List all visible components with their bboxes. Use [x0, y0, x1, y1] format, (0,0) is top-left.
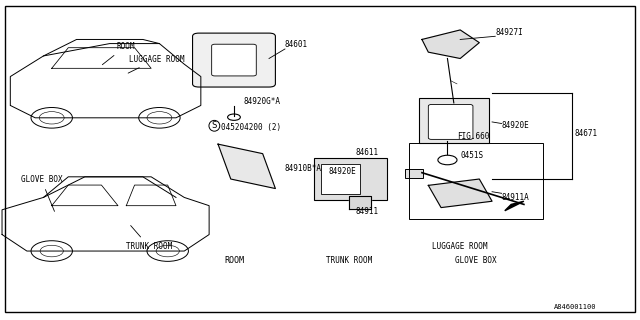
Text: LUGGAGE ROOM: LUGGAGE ROOM — [128, 55, 184, 73]
FancyBboxPatch shape — [428, 105, 473, 140]
Text: ROOM: ROOM — [224, 256, 244, 265]
Text: 84671: 84671 — [575, 129, 598, 138]
FancyBboxPatch shape — [321, 164, 360, 194]
Polygon shape — [505, 201, 524, 211]
FancyBboxPatch shape — [212, 44, 256, 76]
Text: 045204200 (2): 045204200 (2) — [221, 123, 282, 132]
Text: 84920E: 84920E — [328, 167, 356, 176]
Text: 84927I: 84927I — [495, 28, 523, 37]
FancyBboxPatch shape — [419, 98, 489, 142]
Text: 84920G*A: 84920G*A — [244, 97, 280, 106]
Text: GLOVE BOX: GLOVE BOX — [20, 175, 62, 212]
Text: FIG.660: FIG.660 — [457, 132, 489, 141]
FancyBboxPatch shape — [404, 169, 423, 178]
Text: GLOVE BOX: GLOVE BOX — [455, 256, 497, 265]
Text: 84911: 84911 — [355, 207, 378, 216]
Text: 84920E: 84920E — [502, 121, 529, 130]
FancyBboxPatch shape — [193, 33, 275, 87]
Text: S: S — [212, 121, 217, 130]
Text: 84911A: 84911A — [502, 193, 529, 202]
Polygon shape — [349, 196, 371, 209]
Text: ROOM: ROOM — [102, 42, 134, 65]
Polygon shape — [422, 30, 479, 59]
Text: 84601: 84601 — [285, 40, 308, 49]
Text: 0451S: 0451S — [460, 151, 483, 160]
Text: TRUNK ROOM: TRUNK ROOM — [326, 256, 372, 265]
Text: LUGGAGE ROOM: LUGGAGE ROOM — [433, 242, 488, 251]
Text: TRUNK ROOM: TRUNK ROOM — [125, 226, 172, 251]
Polygon shape — [428, 179, 492, 208]
Polygon shape — [218, 144, 275, 188]
Text: A846001100: A846001100 — [554, 304, 596, 310]
Text: 84611: 84611 — [355, 148, 378, 157]
Text: 84910B*A: 84910B*A — [285, 164, 322, 173]
FancyBboxPatch shape — [314, 158, 387, 200]
